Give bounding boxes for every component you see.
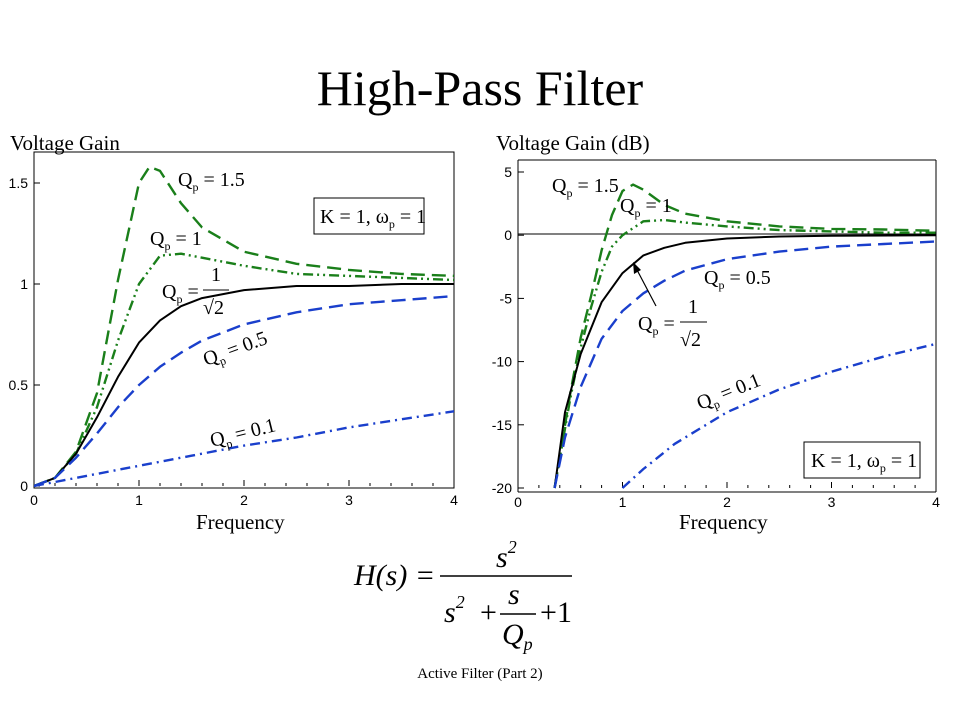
- box-label: K = 1, ω: [320, 206, 389, 228]
- formula-frac-den: Qp: [502, 618, 533, 654]
- label-q-1-5: Qp = 1.5: [178, 169, 245, 194]
- y-tick-label: -5: [500, 290, 513, 306]
- plot-frame: [33, 151, 455, 489]
- x-tick-label: 4: [932, 494, 940, 510]
- series-line-q-0-707: [34, 283, 454, 487]
- parameter-box: K = 1, ωp = 1: [803, 441, 921, 479]
- x-tick-label: 2: [240, 492, 248, 508]
- svg-text:Qp =: Qp =: [162, 281, 199, 306]
- y-tick-label: 1: [20, 276, 28, 292]
- y-tick-label: -20: [492, 480, 512, 496]
- formula-numerator: s2: [496, 537, 517, 574]
- series-line-q-1-5: [553, 183, 936, 489]
- y-tick-label: 1.5: [9, 175, 29, 191]
- tick-marks: [33, 182, 455, 487]
- x-tick-label: 1: [619, 494, 627, 510]
- slide-footer: Active Filter (Part 2): [417, 666, 543, 682]
- pointer-arrow: [633, 262, 657, 307]
- x-axis-title: Frequency: [679, 510, 768, 534]
- svg-text:Qp =: Qp =: [638, 313, 675, 338]
- series-line-q-0-1: [34, 410, 454, 488]
- tick-labels: 0 1 2 3 4 -20 -15 -10 -5 0 5: [492, 164, 940, 510]
- svg-text:1: 1: [688, 296, 698, 318]
- series-line-q-0-5: [34, 294, 454, 488]
- tick-marks: [517, 171, 937, 489]
- series-line-q-0-5: [553, 240, 936, 489]
- series-line-q-1: [553, 218, 936, 489]
- label-q-0-1: Qp = 0.1: [208, 414, 279, 454]
- x-axis-title: Frequency: [196, 510, 285, 534]
- x-tick-label: 3: [345, 492, 353, 508]
- label-q-1: Qp = 1: [150, 228, 202, 253]
- svg-text:K = 1, ωp = 1: K = 1, ωp = 1: [320, 206, 426, 231]
- formula-one: 1: [557, 596, 572, 629]
- series-lines: [553, 183, 936, 489]
- formula-frac-num: s: [508, 578, 520, 611]
- db-gain-chart: Voltage Gain (dB) Frequency 0 1 2 3 4 -20 -15 -…: [492, 131, 940, 534]
- series-line-q-1-5: [34, 165, 454, 488]
- svg-text:√2: √2: [680, 329, 701, 351]
- svg-text:1: 1: [211, 264, 221, 286]
- box-label-tail: = 1: [395, 206, 426, 228]
- x-tick-label: 1: [135, 492, 143, 508]
- box-label-sub: p: [389, 217, 395, 231]
- label-q-sqrt2: Qp = 1 √2: [162, 264, 229, 319]
- label-q-1: Qp = 1: [620, 195, 672, 220]
- formula-den-s2: s2: [444, 592, 465, 629]
- x-tick-label: 0: [514, 494, 522, 510]
- y-tick-label: 0: [504, 227, 512, 243]
- x-tick-label: 2: [723, 494, 731, 510]
- parameter-box: K = 1, ωp = 1: [313, 197, 426, 235]
- formula-lhs: H(s) =: [353, 559, 435, 592]
- x-tick-label: 4: [450, 492, 458, 508]
- label-q-0-5: Qp = 0.5: [704, 267, 771, 292]
- y-tick-label: 5: [504, 164, 512, 180]
- y-tick-label: -15: [492, 417, 512, 433]
- svg-text:K = 1, ωp = 1: K = 1, ωp = 1: [811, 450, 917, 475]
- y-tick-label: -10: [492, 354, 512, 370]
- y-axis-title: Voltage Gain (dB): [496, 131, 650, 155]
- tick-labels: 0 1 2 3 4 0 0.5 1 1.5: [9, 175, 459, 508]
- series-lines: [34, 165, 454, 488]
- series-line-q-1: [34, 252, 454, 488]
- x-tick-label: 0: [30, 492, 38, 508]
- svg-text:√2: √2: [203, 297, 224, 319]
- label-q-sqrt2: Qp = 1 √2: [638, 296, 707, 351]
- formula-plus1: +: [480, 596, 497, 629]
- y-axis-title: Voltage Gain: [10, 131, 120, 155]
- slide-title: High-Pass Filter: [316, 60, 644, 116]
- label-q-0-5: Qp = 0.5: [200, 327, 271, 373]
- series-line-q-0-707: [553, 234, 936, 489]
- x-tick-label: 3: [828, 494, 836, 510]
- box-label-sub: p: [880, 461, 886, 475]
- box-label: K = 1, ω: [811, 450, 880, 472]
- box-label-tail: = 1: [886, 450, 917, 472]
- formula-plus2: +: [540, 596, 557, 629]
- linear-gain-chart: Voltage Gain Frequency 0 1 2 3 4 0 0.5 1 1.5 K =…: [9, 131, 459, 534]
- series-line-q-0-1: [621, 342, 936, 489]
- y-tick-label: 0: [20, 478, 28, 494]
- transfer-function-formula: H(s) = s2 s2 + s Qp + 1: [353, 537, 572, 654]
- label-q-1-5: Qp = 1.5: [552, 175, 619, 200]
- y-tick-label: 0.5: [9, 377, 29, 393]
